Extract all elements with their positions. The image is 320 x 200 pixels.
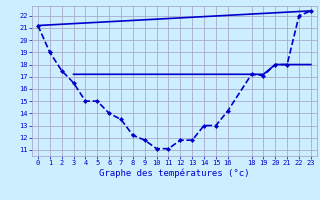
X-axis label: Graphe des températures (°c): Graphe des températures (°c) — [99, 169, 250, 178]
